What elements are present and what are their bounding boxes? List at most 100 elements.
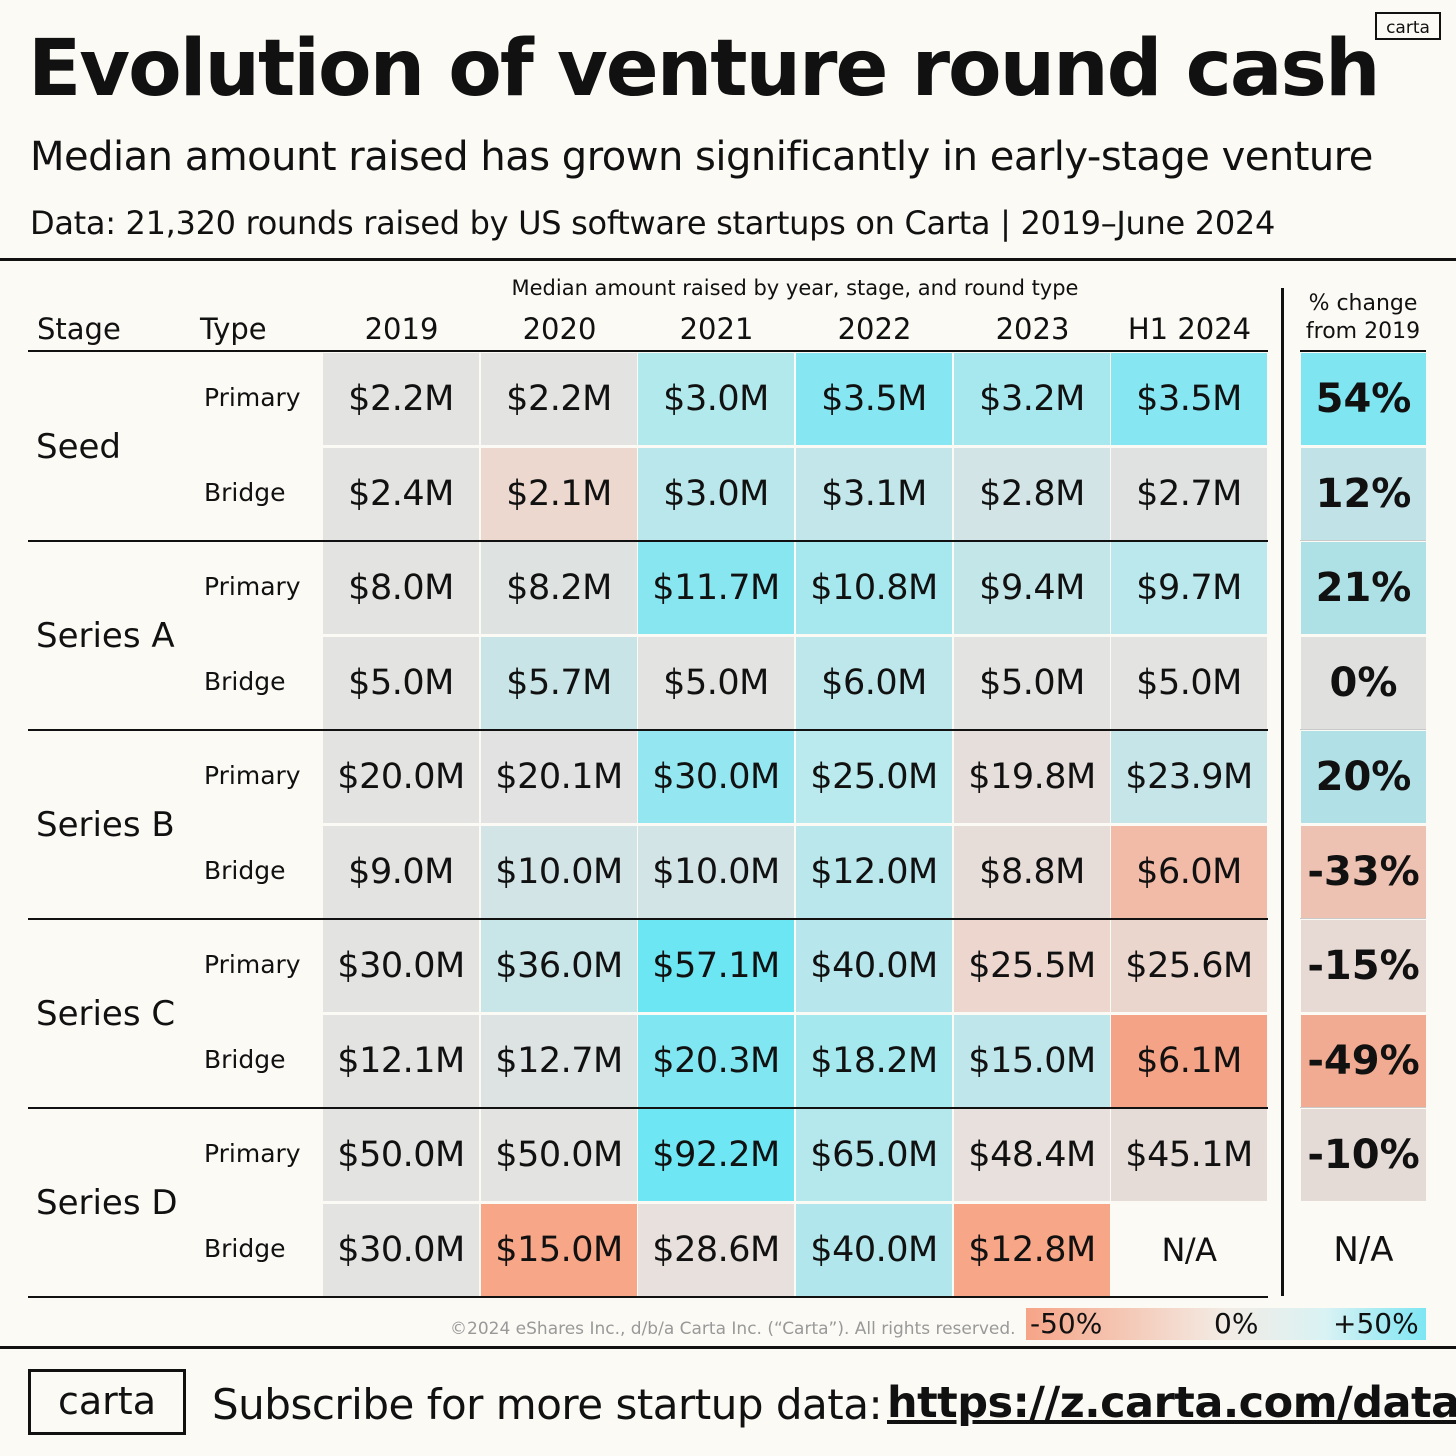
group-separator — [28, 918, 1268, 920]
table-cell: $6.0M — [796, 636, 952, 729]
footer-rule — [0, 1346, 1456, 1349]
stage-label: Series D — [36, 1183, 178, 1223]
round-type-label: Bridge — [204, 477, 286, 507]
year-header-2: 2021 — [679, 312, 754, 346]
percent-change-cell: 20% — [1301, 731, 1426, 823]
round-type-label: Primary — [204, 1139, 301, 1168]
table-cell: $8.0M — [323, 542, 479, 634]
group-separator-right — [1300, 918, 1426, 919]
table-cell: $19.8M — [954, 731, 1110, 823]
table-cell: $25.0M — [796, 731, 952, 823]
stage-label: Seed — [36, 427, 121, 467]
table-cell: N/A — [1111, 1203, 1267, 1296]
round-type-label: Primary — [204, 572, 301, 601]
table-cell: $5.0M — [638, 636, 794, 729]
table-cell: $3.5M — [1111, 353, 1267, 445]
table-cell: $50.0M — [323, 1109, 479, 1201]
group-separator-right — [1300, 1107, 1426, 1108]
table-cell: $2.7M — [1111, 447, 1267, 540]
data-source-line: Data: 21,320 rounds raised by US softwar… — [30, 204, 1275, 242]
table-cell: $40.0M — [796, 1203, 952, 1296]
table-cell: $65.0M — [796, 1109, 952, 1201]
table-cell: $36.0M — [481, 920, 637, 1012]
percent-change-cell: -33% — [1301, 825, 1426, 918]
percent-change-cell: 54% — [1301, 353, 1426, 445]
year-header-5: H1 2024 — [1127, 312, 1252, 346]
table-cell: $6.0M — [1111, 825, 1267, 918]
round-type-label: Primary — [204, 761, 301, 790]
table-cell: $25.6M — [1111, 920, 1267, 1012]
table-cell: $57.1M — [638, 920, 794, 1012]
group-separator — [28, 1296, 1268, 1298]
subscribe-text: Subscribe for more startup data: — [212, 1380, 883, 1429]
table-cell: $45.1M — [1111, 1109, 1267, 1201]
round-type-label: Bridge — [204, 855, 286, 885]
table-cell: $25.5M — [954, 920, 1110, 1012]
table-cell: $20.1M — [481, 731, 637, 823]
stage-label: Series A — [36, 616, 175, 656]
legend-min-label: -50% — [1030, 1307, 1103, 1340]
table-cell: $5.0M — [954, 636, 1110, 729]
table-cell: $28.6M — [638, 1203, 794, 1296]
percent-change-cell: 21% — [1301, 542, 1426, 634]
group-separator — [28, 1107, 1268, 1109]
page-title: Evolution of venture round cash — [28, 24, 1380, 114]
subscribe-link[interactable]: https://z.carta.com/data — [887, 1378, 1456, 1428]
subtitle: Median amount raised has grown significa… — [30, 134, 1373, 180]
percent-change-cell: 12% — [1301, 447, 1426, 540]
table-cell: $9.7M — [1111, 542, 1267, 634]
color-legend-bar — [1026, 1308, 1426, 1340]
table-cell: $30.0M — [323, 920, 479, 1012]
group-separator — [28, 729, 1268, 731]
legend-max-label: +50% — [1333, 1307, 1419, 1340]
carta-logo-bottom: carta — [28, 1369, 186, 1435]
round-type-label: Primary — [204, 950, 301, 979]
table-cell: $12.7M — [481, 1014, 637, 1107]
percent-change-cell: -49% — [1301, 1014, 1426, 1107]
table-cell: $10.0M — [638, 825, 794, 918]
table-cell: $92.2M — [638, 1109, 794, 1201]
table-cell: $40.0M — [796, 920, 952, 1012]
stage-label: Series B — [36, 805, 175, 845]
table-cell: $2.2M — [481, 353, 637, 445]
table-caption: Median amount raised by year, stage, and… — [511, 276, 1079, 300]
table-cell: $20.3M — [638, 1014, 794, 1107]
table-cell: $48.4M — [954, 1109, 1110, 1201]
year-header-3: 2022 — [837, 312, 912, 346]
table-cell: $2.8M — [954, 447, 1110, 540]
table-cell: $3.0M — [638, 353, 794, 445]
table-cell: $23.9M — [1111, 731, 1267, 823]
table-cell: $30.0M — [323, 1203, 479, 1296]
table-cell: $8.8M — [954, 825, 1110, 918]
stage-header: Stage — [37, 312, 121, 346]
table-cell: $50.0M — [481, 1109, 637, 1201]
table-cell: $8.2M — [481, 542, 637, 634]
percent-change-cell: -15% — [1301, 920, 1426, 1012]
table-cell: $15.0M — [481, 1203, 637, 1296]
percent-change-header-line2: from 2019 — [1305, 319, 1421, 344]
header-underline — [28, 350, 1268, 352]
year-header-0: 2019 — [364, 312, 439, 346]
table-cell: $6.1M — [1111, 1014, 1267, 1107]
table-cell: $9.0M — [323, 825, 479, 918]
header-rule — [0, 258, 1456, 261]
table-cell: $12.8M — [954, 1203, 1110, 1296]
table-cell: $12.0M — [796, 825, 952, 918]
table-cell: $3.5M — [796, 353, 952, 445]
table-cell: $3.2M — [954, 353, 1110, 445]
percent-change-cell: N/A — [1301, 1203, 1426, 1296]
table-cell: $18.2M — [796, 1014, 952, 1107]
copyright-text: ©2024 eShares Inc., d/b/a Carta Inc. (“C… — [450, 1319, 1016, 1339]
round-type-label: Bridge — [204, 1233, 286, 1263]
table-cell: $30.0M — [638, 731, 794, 823]
round-type-label: Bridge — [204, 1044, 286, 1074]
percent-change-header: % change from 2019 — [1300, 290, 1426, 346]
round-type-label: Primary — [204, 383, 301, 412]
year-header-1: 2020 — [522, 312, 597, 346]
table-cell: $3.0M — [638, 447, 794, 540]
table-cell: $2.1M — [481, 447, 637, 540]
table-cell: $5.0M — [323, 636, 479, 729]
table-cell: $5.7M — [481, 636, 637, 729]
table-cell: $2.2M — [323, 353, 479, 445]
table-cell: $12.1M — [323, 1014, 479, 1107]
